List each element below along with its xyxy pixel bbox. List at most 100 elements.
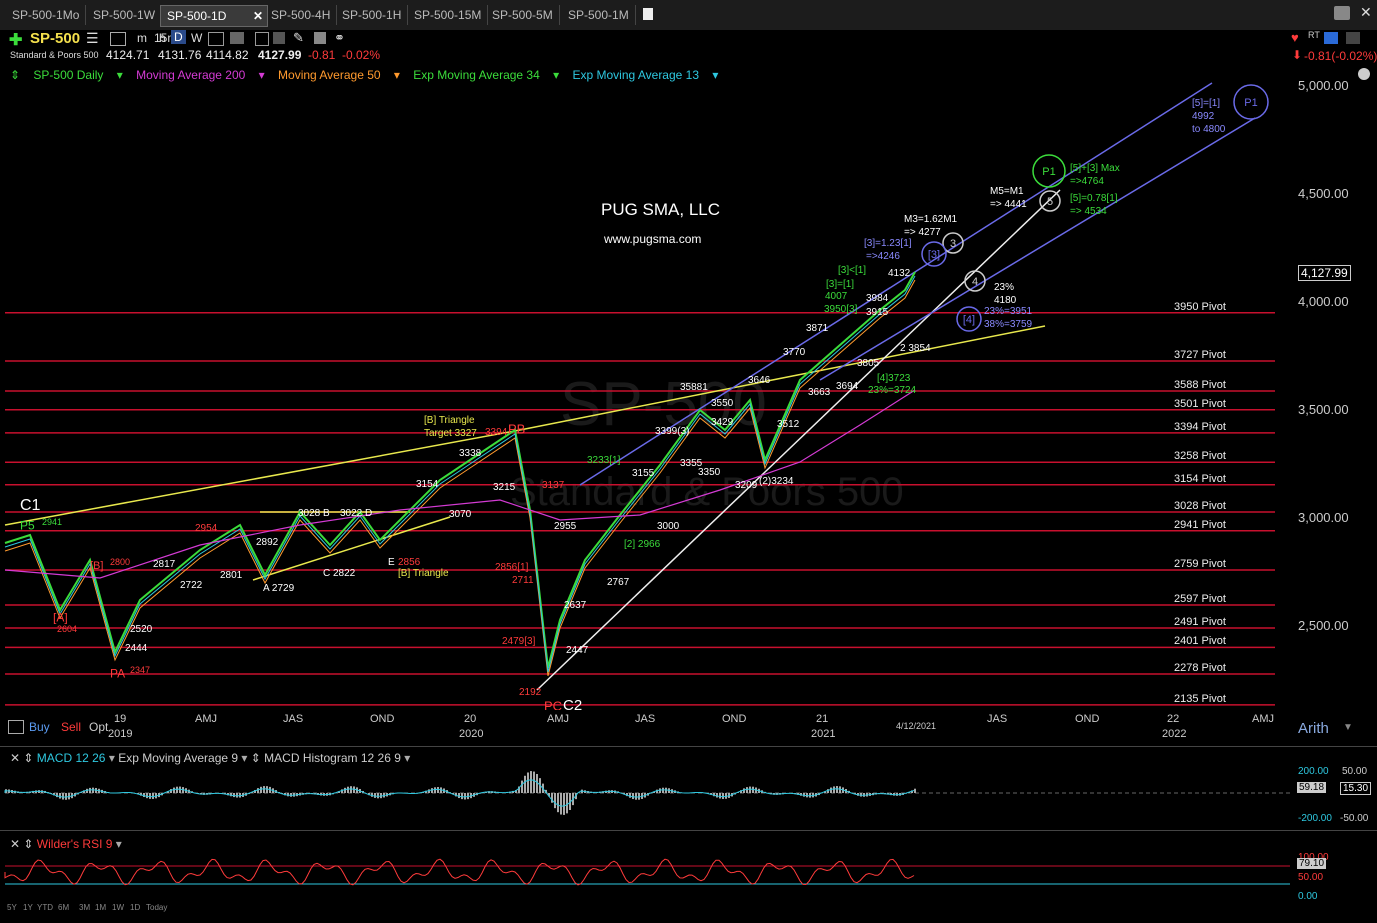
macd-label[interactable]: MACD 12 26: [36, 751, 106, 765]
study-ema34[interactable]: Exp Moving Average 34 ▾: [413, 68, 560, 82]
wave-circle-b3c: [921, 241, 947, 267]
camera-icon[interactable]: [1346, 32, 1360, 44]
sell-button[interactable]: Sell: [61, 720, 82, 734]
study-ma50-label: Moving Average 50: [278, 68, 381, 82]
quote-pct: -0.02%: [342, 48, 381, 62]
timeframe-today[interactable]: Today: [146, 903, 168, 912]
timeframe-6m[interactable]: 6M: [58, 903, 70, 912]
wave-circle-label-b3c: [3]: [928, 249, 940, 261]
close-icon[interactable]: ✕: [252, 9, 263, 23]
share-icon[interactable]: ⚭: [334, 30, 345, 45]
timeframe-1y[interactable]: 1Y: [23, 903, 33, 912]
scale-dropdown-icon[interactable]: ▼: [1343, 722, 1353, 733]
annotation-v2966: [2] 2966: [624, 539, 661, 550]
tab-sp500-1mo[interactable]: SP-500-1Mo: [6, 5, 87, 25]
tb-icon[interactable]: [230, 32, 244, 44]
macd-bar: [254, 789, 256, 793]
pencil-icon[interactable]: ✎: [293, 30, 304, 45]
annotation-pc: PC: [544, 698, 562, 710]
copy-icon[interactable]: [314, 32, 326, 44]
timeframe-1w[interactable]: 1W: [112, 903, 124, 912]
rsi-header: ✕ ⇕ Wilder's RSI 9 ▾: [10, 837, 122, 851]
color-wheel-icon[interactable]: [1358, 68, 1370, 80]
ema13-line: [4, 275, 916, 673]
rsi-chart[interactable]: [0, 852, 1377, 902]
add-icon[interactable]: ✚: [9, 32, 23, 49]
macd-hist-label[interactable]: MACD Histogram 12 26 9: [264, 751, 401, 765]
macd-chart[interactable]: [0, 765, 1377, 827]
trade-panel-icon[interactable]: [8, 720, 24, 734]
rsi-label[interactable]: Wilder's RSI 9: [36, 837, 113, 851]
macd-bar: [266, 786, 268, 793]
study-ma200[interactable]: Moving Average 200 ▾: [136, 68, 265, 82]
annotation-tri_target2: Target 3327: [424, 428, 477, 439]
annotation-p1max: [5]+[3] Max: [1070, 163, 1120, 174]
timeframe-ytd[interactable]: YTD: [37, 903, 53, 912]
chart-type-icon[interactable]: [273, 32, 285, 44]
layout-icon[interactable]: [1334, 6, 1350, 20]
annotation-v3000: 3000: [657, 521, 680, 532]
annotation-v4007: 4007: [825, 291, 848, 302]
quote-open: 4124.71: [106, 48, 150, 62]
new-tab-icon[interactable]: [643, 8, 653, 20]
annotation-v3429: 3429: [711, 417, 734, 428]
alert-icon[interactable]: ♥: [1291, 30, 1299, 45]
wave-circle-label-c5: 5: [1047, 196, 1053, 208]
annotation-v2637: 2637: [564, 600, 587, 611]
scale-mode[interactable]: Arith: [1298, 720, 1329, 737]
timeframe-3m[interactable]: 3M: [79, 903, 91, 912]
interval-h[interactable]: h: [159, 31, 166, 45]
macd-close-icon[interactable]: ✕: [10, 751, 24, 765]
tab-sp500-5m[interactable]: SP-500-5M: [486, 5, 560, 25]
annotation-v2444: 2444: [125, 643, 148, 654]
option-button[interactable]: Opt: [89, 720, 109, 734]
symbol-name[interactable]: SP-500: [30, 30, 81, 47]
annotation-v2856b: 2856[1]: [495, 562, 529, 573]
bars-icon[interactable]: [255, 32, 269, 46]
s-icon[interactable]: [1324, 32, 1338, 44]
buy-button[interactable]: Buy: [29, 720, 50, 734]
tab-sp500-15m[interactable]: SP-500-15M: [408, 5, 489, 25]
macd-bar: [554, 793, 556, 809]
menu-icon[interactable]: ☰: [86, 30, 99, 46]
annotation-v3854: 2 3854: [900, 343, 931, 354]
rsi-close-icon[interactable]: ✕: [10, 837, 24, 851]
upper-triangle-line: [4, 429, 521, 526]
macd-bar: [257, 788, 259, 793]
time-tick: JAS: [987, 713, 1008, 725]
pivot-label: 2941 Pivot: [1174, 518, 1226, 531]
interval-m[interactable]: m: [137, 31, 147, 45]
study-main[interactable]: ⇕ SP-500 Daily ▾: [10, 68, 123, 82]
window-icon[interactable]: [110, 32, 126, 46]
rsi-tick-50: 50.00: [1298, 872, 1324, 883]
tab-sp500-1h[interactable]: SP-500-1H: [336, 5, 409, 25]
interval-d[interactable]: D: [171, 30, 186, 44]
macd-tick-neg200: -200.00: [1298, 813, 1332, 824]
study-ma50[interactable]: Moving Average 50 ▾: [278, 68, 400, 82]
interval-w[interactable]: W: [191, 31, 203, 45]
macd-ema-label[interactable]: Exp Moving Average 9: [118, 751, 239, 765]
window-close-icon[interactable]: ✕: [1360, 4, 1372, 20]
tab-sp500-4h[interactable]: SP-500-4H: [265, 5, 338, 25]
timeframe-1d[interactable]: 1D: [130, 903, 141, 912]
interval-picker-icon[interactable]: [208, 32, 224, 46]
macd-bar: [338, 791, 340, 793]
rt-icon[interactable]: RT: [1308, 30, 1320, 40]
macd-bar: [743, 788, 745, 793]
right-change: -0.81(-0.02%): [1304, 49, 1377, 63]
annotation-p1b: [5]=0.78[1]: [1070, 193, 1118, 204]
time-tick: OND: [370, 713, 395, 725]
macd-bar: [827, 789, 829, 793]
down-arrow-icon: ⬇: [1292, 48, 1303, 62]
tab-sp500-1d[interactable]: SP-500-1D ✕: [160, 5, 268, 27]
tab-sp500-1m[interactable]: SP-500-1M: [562, 5, 636, 25]
tab-sp500-1w[interactable]: SP-500-1W: [87, 5, 163, 25]
timeframe-1m[interactable]: 1M: [95, 903, 107, 912]
pivot-label: 3950 Pivot: [1174, 300, 1226, 313]
timeframe-5y[interactable]: 5Y: [7, 903, 17, 912]
study-ema13[interactable]: Exp Moving Average 13 ▾: [572, 68, 719, 82]
macd-bar: [260, 786, 262, 793]
wave-circle-label-p1: P1: [1244, 97, 1257, 109]
pivot-label: 3394 Pivot: [1174, 420, 1226, 433]
